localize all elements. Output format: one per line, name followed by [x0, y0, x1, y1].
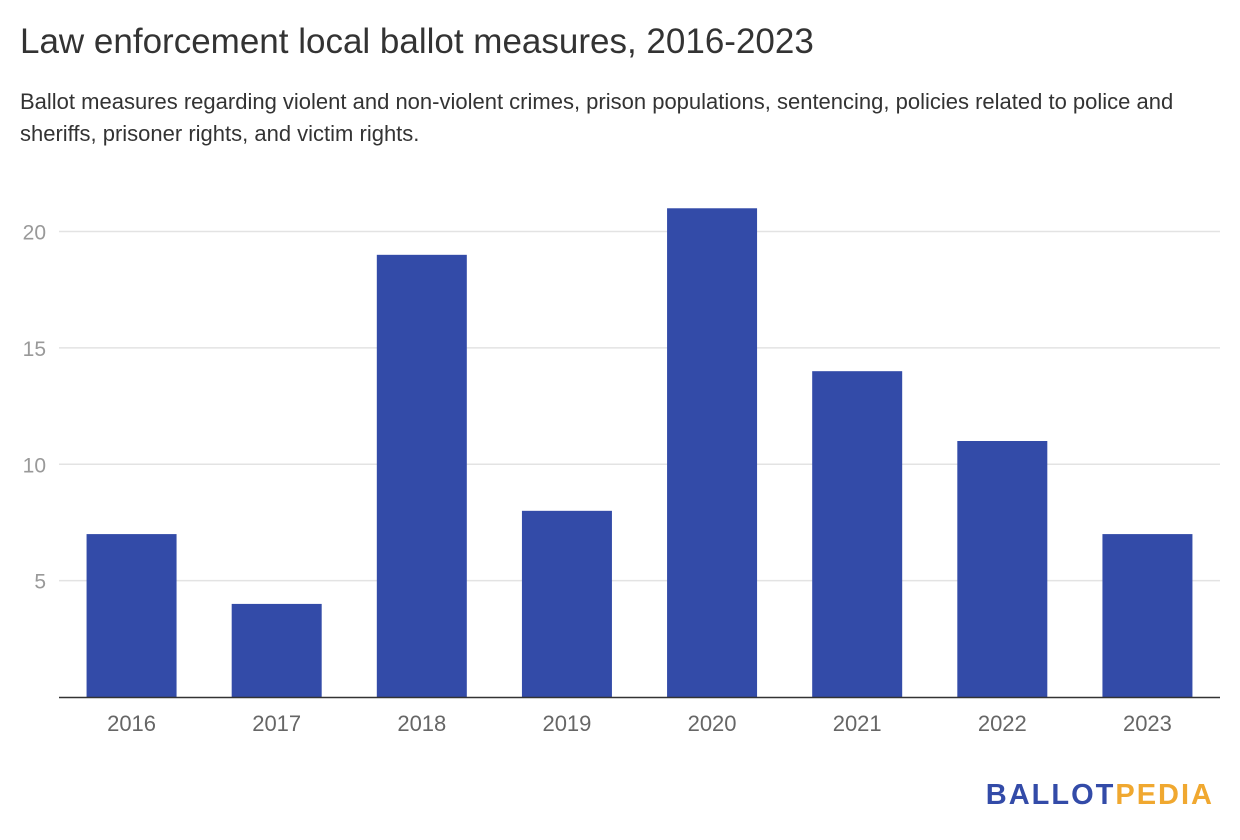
x-tick-label: 2019: [542, 711, 591, 736]
x-axis-ticks: 2016 2017 2018 2019 2020 2021 2022 2023: [107, 711, 1172, 736]
bar-2022: [957, 441, 1048, 697]
y-tick-label: 20: [23, 222, 46, 245]
bars: [86, 208, 1193, 698]
logo-part-pedia: PEDIA: [1115, 779, 1214, 811]
y-tick-label: 15: [23, 338, 46, 361]
chart-title: Law enforcement local ballot measures, 2…: [20, 22, 814, 61]
bar-2023: [1102, 534, 1193, 697]
chart-subtitle: Ballot measures regarding violent and no…: [20, 89, 1174, 146]
x-tick-label: 2016: [107, 711, 156, 736]
logo-part-ballot: BALLOT: [985, 779, 1116, 811]
x-tick-label: 2020: [688, 711, 737, 736]
bar-2017: [231, 603, 322, 697]
x-tick-label: 2023: [1123, 711, 1172, 736]
y-tick-label: 5: [34, 571, 46, 594]
y-tick-label: 10: [23, 454, 46, 477]
x-tick-label: 2021: [833, 711, 882, 736]
bar-2021: [812, 371, 903, 697]
ballotpedia-logo: BALLOTPEDIA: [986, 779, 1214, 812]
x-tick-label: 2018: [397, 711, 446, 736]
bar-2020: [667, 208, 758, 698]
bar-2019: [521, 510, 612, 697]
bar-2018: [376, 254, 467, 697]
bar-2016: [86, 534, 177, 697]
x-tick-label: 2022: [978, 711, 1027, 736]
y-axis-ticks: 5 10 15 20: [23, 222, 46, 594]
x-tick-label: 2017: [252, 711, 301, 736]
